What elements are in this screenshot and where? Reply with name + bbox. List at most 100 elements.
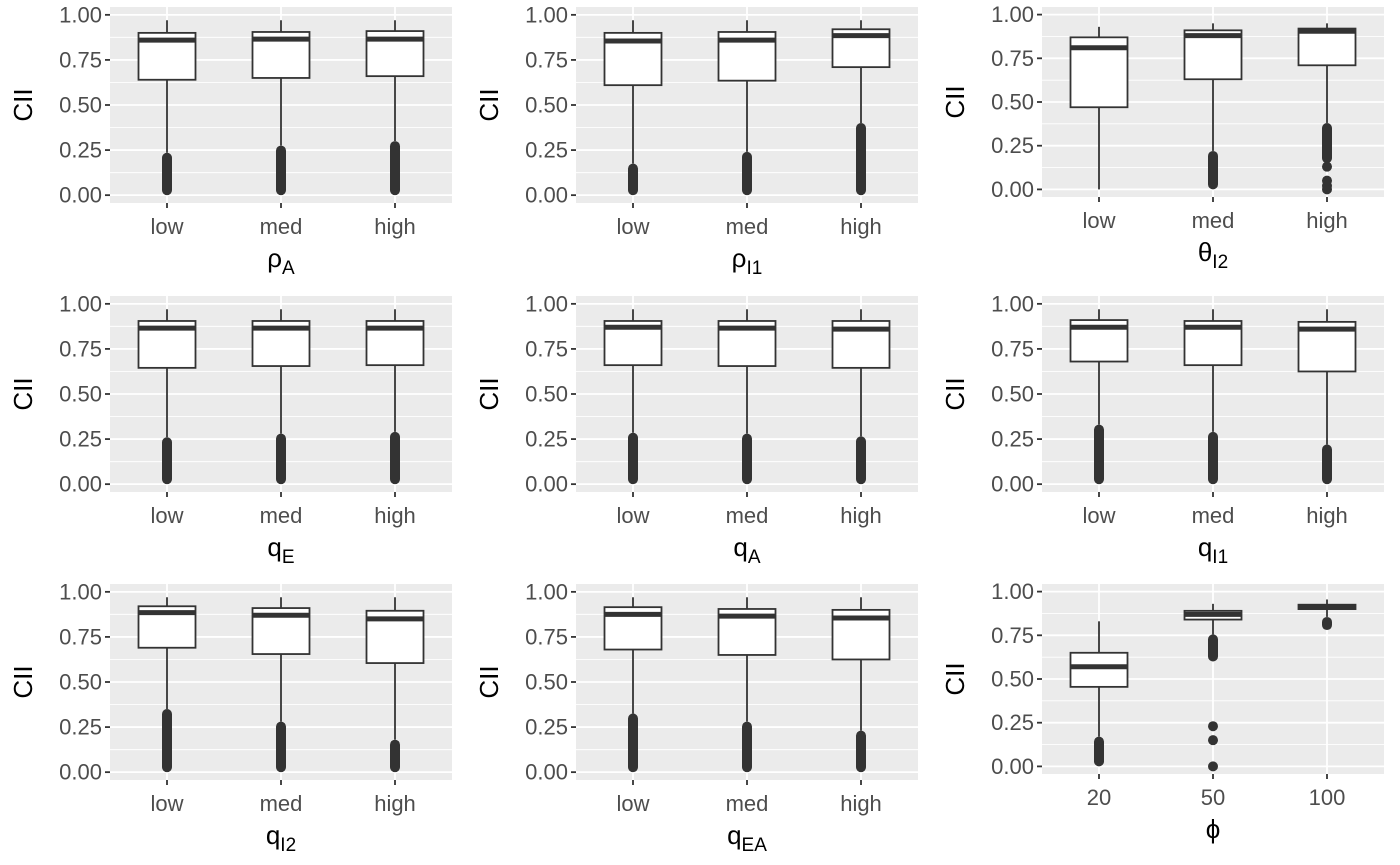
y-tick-label: 0.75 — [59, 47, 102, 72]
x-tick-label: low — [616, 791, 649, 816]
box-med — [251, 597, 311, 773]
x-tick-label: low — [1082, 503, 1115, 528]
x-tick-label: high — [374, 791, 416, 816]
box-high — [1297, 309, 1357, 485]
box-body — [1183, 29, 1243, 81]
outlier-cluster — [162, 709, 172, 773]
outlier-point — [1322, 175, 1332, 186]
box-20 — [1069, 621, 1129, 767]
x-tick-label: med — [1192, 208, 1235, 233]
outlier-cluster — [856, 123, 866, 196]
panel-6: 0.00 0.25 0.50 0.75 1.00 low med high qI1 CII — [940, 291, 1384, 568]
y-tick-label: 0.00 — [991, 472, 1034, 497]
y-tick-label: 0.00 — [59, 760, 102, 785]
y-tick-label: 0.25 — [991, 427, 1034, 452]
outlier-point — [1322, 161, 1332, 172]
y-tick-label: 0.75 — [525, 624, 568, 649]
x-tick-label: med — [726, 791, 769, 816]
y-axis-title: CII — [8, 377, 38, 410]
box-high — [831, 309, 891, 485]
y-tick-label: 0.25 — [59, 138, 102, 163]
box-high — [831, 597, 891, 773]
outlier-cluster — [1094, 424, 1104, 485]
box-low — [137, 597, 197, 773]
y-tick-label: 0.00 — [525, 183, 568, 208]
x-axis-title: θI2 — [1198, 237, 1228, 273]
outlier-cluster — [742, 721, 752, 773]
y-tick-label: 0.75 — [59, 624, 102, 649]
y-tick-label: 1.00 — [525, 2, 568, 27]
y-axis-title: CII — [8, 665, 38, 698]
y-axis-title: CII — [940, 662, 970, 695]
outlier-cluster — [856, 730, 866, 773]
y-tick-label: 0.25 — [991, 133, 1034, 158]
x-tick-label: 50 — [1201, 785, 1225, 810]
outlier-cluster — [1208, 634, 1218, 662]
outlier-point — [1208, 735, 1218, 746]
box-low — [1069, 309, 1129, 485]
outlier-cluster — [276, 721, 286, 773]
x-tick-label: med — [1192, 503, 1235, 528]
box-med — [717, 597, 777, 773]
y-tick-label: 0.00 — [59, 183, 102, 208]
box-med — [1183, 23, 1243, 190]
y-tick-label: 0.25 — [525, 138, 568, 163]
y-axis-title: CII — [8, 88, 38, 121]
box-low — [603, 20, 663, 196]
y-axis-title: CII — [474, 377, 504, 410]
x-tick-label: high — [840, 214, 882, 239]
outlier-cluster — [390, 739, 400, 773]
outlier-point — [1208, 721, 1218, 732]
y-tick-label: 1.00 — [991, 2, 1034, 27]
box-50 — [1183, 603, 1243, 772]
box-100 — [1297, 599, 1357, 631]
x-tick-label: low — [150, 791, 183, 816]
outlier-cluster — [390, 431, 400, 485]
x-axis-title: ρA — [267, 243, 295, 279]
x-tick-label: low — [1082, 208, 1115, 233]
y-tick-label: 0.25 — [525, 427, 568, 452]
x-tick-label: 20 — [1087, 785, 1111, 810]
y-tick-label: 0.75 — [991, 623, 1034, 648]
panel-3: 0.00 0.25 0.50 0.75 1.00 low med high θI2 CII — [940, 2, 1384, 273]
box-med — [1183, 309, 1243, 485]
outlier-cluster — [1322, 616, 1332, 631]
x-axis-title: ϕ — [1206, 814, 1221, 844]
box-high — [831, 20, 891, 196]
y-tick-label: 0.00 — [991, 177, 1034, 202]
box-med — [717, 309, 777, 485]
box-low — [137, 20, 197, 196]
box-low — [1069, 26, 1129, 190]
box-high — [365, 309, 425, 485]
y-axis-title: CII — [474, 88, 504, 121]
outlier-cluster — [628, 432, 638, 485]
box-med — [251, 20, 311, 196]
x-axis-title: qA — [733, 532, 760, 568]
x-tick-label: low — [150, 503, 183, 528]
x-tick-label: med — [726, 503, 769, 528]
y-axis-title: CII — [940, 377, 970, 410]
outlier-cluster — [742, 433, 752, 485]
box-body — [1297, 27, 1357, 67]
x-tick-label: high — [840, 791, 882, 816]
panel-5: 0.00 0.25 0.50 0.75 1.00 low med high qA CII — [474, 291, 918, 568]
y-tick-label: 0.50 — [525, 93, 568, 118]
outlier-cluster — [1208, 150, 1218, 190]
y-tick-label: 0.00 — [991, 754, 1034, 779]
y-tick-label: 1.00 — [59, 291, 102, 316]
y-tick-label: 0.75 — [991, 46, 1034, 71]
y-tick-label: 0.50 — [59, 93, 102, 118]
y-tick-label: 0.25 — [59, 427, 102, 452]
box-high — [365, 597, 425, 773]
x-axis-title: qI1 — [1198, 532, 1228, 568]
x-tick-label: low — [150, 214, 183, 239]
outlier-cluster — [162, 152, 172, 196]
box-low — [137, 309, 197, 485]
y-tick-label: 0.50 — [525, 382, 568, 407]
outlier-cluster — [1094, 736, 1104, 767]
y-tick-label: 0.50 — [59, 670, 102, 695]
outlier-point — [1208, 761, 1218, 772]
y-tick-label: 0.50 — [991, 667, 1034, 692]
x-tick-label: med — [260, 503, 303, 528]
